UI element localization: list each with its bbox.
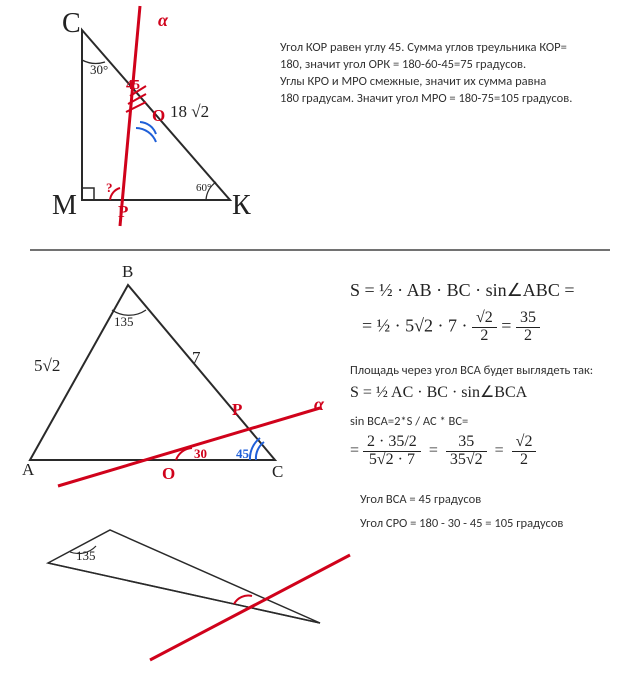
label-30-mid: 30 — [194, 446, 207, 462]
page-root: C M К 30° 45 18 √2 60° P O ? α Угол КОР … — [0, 0, 644, 674]
label-angle-c: 30° — [90, 62, 108, 78]
label-k: К — [232, 190, 251, 222]
alpha-top: α — [158, 10, 168, 31]
red-line-top — [120, 6, 140, 226]
f2-lead: = ½ · 5√2 · 7 · — [362, 315, 472, 335]
label-o-top: O — [152, 106, 165, 126]
label-p-top: P — [118, 202, 128, 222]
sin-calc: = 2 · 35/2 5√2 · 7 = 35 35√2 = √2 2 — [350, 434, 536, 469]
sc-f3d: 2 — [512, 452, 537, 469]
label-60: 60° — [196, 182, 211, 194]
label-135-bottom: 135 — [76, 548, 96, 564]
label-c-mid: C — [272, 462, 283, 482]
f2-frac1-num: √2 — [472, 310, 497, 328]
result-cpo: Угол СРО = 180 - 30 - 45 = 105 градусов — [360, 516, 563, 533]
f2-frac2: 35 2 — [516, 310, 540, 345]
result-bca: Угол BCA = 45 градусов — [360, 492, 481, 509]
exp-line-0: Угол КОР равен углу 45. Сумма углов треу… — [280, 40, 630, 57]
exp-line-2: Углы КРО и МРО смежные, значит их сумма … — [280, 74, 630, 91]
sc-f1d: 5√2 · 7 — [363, 452, 421, 469]
label-45-top: 45 — [126, 78, 140, 94]
bca-text: Площадь через угол BCA будет выглядеть т… — [350, 363, 593, 380]
f2-frac1: √2 2 — [472, 310, 497, 345]
label-135-mid: 135 — [114, 314, 134, 330]
label-18root2: 18 √2 — [170, 102, 209, 122]
formula-s1: S = ½ · AB · BC · sin∠ABC = — [350, 278, 574, 303]
label-m: M — [52, 190, 77, 222]
label-a-mid: A — [22, 460, 34, 480]
red-line-bottom — [150, 555, 350, 660]
sc-f3n: √2 — [512, 434, 537, 452]
sc-f1n: 2 · 35/2 — [363, 434, 421, 452]
f2-frac2-den: 2 — [516, 328, 540, 345]
sc-f3: √2 2 — [512, 434, 537, 469]
exp-line-3: 180 градусам. Значит угол МРО = 180-75=1… — [280, 91, 630, 108]
label-p-mid: P — [232, 400, 242, 420]
label-b-mid: B — [122, 262, 133, 282]
label-o-mid: O — [162, 464, 175, 484]
sc-f2d: 35√2 — [446, 452, 487, 469]
right-angle-m — [82, 188, 94, 200]
alpha-mid: α — [314, 394, 324, 415]
sc-f1: 2 · 35/2 5√2 · 7 — [363, 434, 421, 469]
f2-frac2-num: 35 — [516, 310, 540, 328]
f2-frac1-den: 2 — [472, 328, 497, 345]
label-c: C — [62, 8, 81, 40]
bca-formula: S = ½ AC · BC · sin∠BCA — [350, 382, 527, 402]
label-5root2: 5√2 — [34, 356, 60, 376]
formula-s2: = ½ · 5√2 · 7 · √2 2 = 35 2 — [362, 310, 540, 345]
red-arc-bottom — [234, 596, 252, 604]
f2-eq: = — [501, 315, 516, 335]
explain-top: Угол КОР равен углу 45. Сумма углов треу… — [280, 40, 630, 108]
sc-f2n: 35 — [446, 434, 487, 452]
label-45-mid: 45 — [236, 446, 249, 462]
label-question: ? — [106, 180, 113, 196]
exp-line-1: 180, значит угол ОРК = 180-60-45=75 град… — [280, 57, 630, 74]
triangle-bottom — [48, 530, 320, 623]
sin-text: sin BCA=2*S / AC * BC= — [350, 414, 468, 431]
sc-f2: 35 35√2 — [446, 434, 487, 469]
label-7: 7 — [192, 348, 201, 368]
